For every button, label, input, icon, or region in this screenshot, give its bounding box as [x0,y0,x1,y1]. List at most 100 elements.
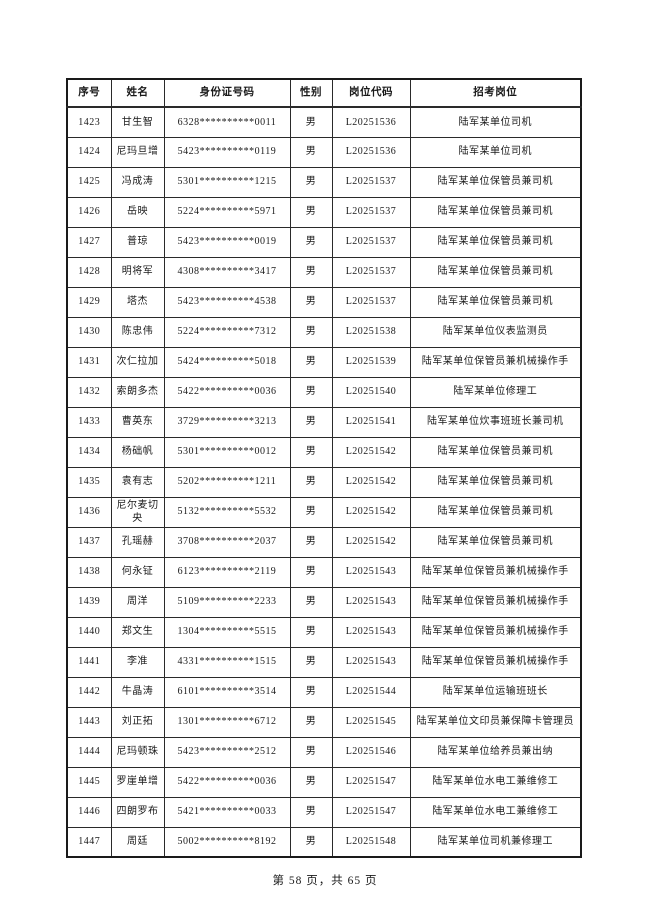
cell-id-number: 3729**********3213 [163,406,291,438]
page-number-footer: 第 58 页，共 65 页 [272,875,378,887]
cell-position: 陆军某单位保管员兼司机 [409,166,582,198]
cell-id-number: 1304**********5515 [163,616,291,648]
cell-name: 尼玛旦增 [110,136,165,168]
cell-job-code: L20251543 [331,646,411,678]
cell-position: 陆军某单位水电工兼维修工 [409,766,582,798]
cell-name: 冯成涛 [110,166,165,198]
table-row: 1436 尼尔麦切央 5132**********5532 男 L2025154… [66,496,582,528]
cell-job-code: L20251536 [331,106,411,138]
cell-name: 塔杰 [110,286,165,318]
table-row: 1437 孔瑶赫 3708**********2037 男 L20251542 … [66,526,582,558]
cell-name: 明将军 [110,256,165,288]
cell-id-number: 5423**********2512 [163,736,291,768]
cell-gender: 男 [289,646,333,678]
cell-id-number: 5423**********0019 [163,226,291,258]
cell-job-code: L20251543 [331,616,411,648]
cell-job-code: L20251537 [331,196,411,228]
table-row: 1438 何永钲 6123**********2119 男 L20251543 … [66,556,582,588]
cell-id-number: 5301**********1215 [163,166,291,198]
table-row: 1434 杨础帆 5301**********0012 男 L20251542 … [66,436,582,468]
cell-name: 陈忠伟 [110,316,165,348]
cell-job-code: L20251542 [331,466,411,498]
table-row: 1446 四朗罗布 5421**********0033 男 L20251547… [66,796,582,828]
cell-gender: 男 [289,826,333,858]
cell-position: 陆军某单位仪表监测员 [409,316,582,348]
cell-gender: 男 [289,376,333,408]
cell-name: 杨础帆 [110,436,165,468]
table-row: 1424 尼玛旦增 5423**********0119 男 L20251536… [66,136,582,168]
cell-gender: 男 [289,316,333,348]
cell-index: 1434 [66,436,112,468]
cell-position: 陆军某单位炊事班班长兼司机 [409,406,582,438]
cell-gender: 男 [289,796,333,828]
cell-id-number: 6328**********0011 [163,106,291,138]
cell-id-number: 5423**********4538 [163,286,291,318]
cell-job-code: L20251547 [331,766,411,798]
cell-id-number: 5224**********5971 [163,196,291,228]
cell-index: 1432 [66,376,112,408]
cell-id-number: 5109**********2233 [163,586,291,618]
cell-gender: 男 [289,676,333,708]
cell-position: 陆军某单位水电工兼维修工 [409,796,582,828]
cell-index: 1435 [66,466,112,498]
cell-gender: 男 [289,556,333,588]
table-row: 1428 明将军 4308**********3417 男 L20251537 … [66,256,582,288]
table-row: 1433 曹英东 3729**********3213 男 L20251541 … [66,406,582,438]
cell-job-code: L20251537 [331,286,411,318]
table-row: 1443 刘正拓 1301**********6712 男 L20251545 … [66,706,582,738]
column-header-index: 序号 [66,78,112,108]
cell-name: 普琼 [110,226,165,258]
cell-gender: 男 [289,736,333,768]
cell-position: 陆军某单位司机 [409,106,582,138]
cell-name: 牛晶涛 [110,676,165,708]
cell-index: 1443 [66,706,112,738]
table-row: 1425 冯成涛 5301**********1215 男 L20251537 … [66,166,582,198]
table-header-row: 序号 姓名 身份证号码 性别 岗位代码 招考岗位 [66,78,582,108]
cell-job-code: L20251537 [331,166,411,198]
column-header-name: 姓名 [110,78,165,108]
cell-job-code: L20251546 [331,736,411,768]
cell-id-number: 5132**********5532 [163,496,291,528]
cell-position: 陆军某单位保管员兼司机 [409,286,582,318]
table-row: 1445 罗崖单增 5422**********0036 男 L20251547… [66,766,582,798]
table-row: 1429 塔杰 5423**********4538 男 L20251537 陆… [66,286,582,318]
cell-id-number: 5202**********1211 [163,466,291,498]
cell-name: 袁有志 [110,466,165,498]
cell-id-number: 5423**********0119 [163,136,291,168]
cell-gender: 男 [289,106,333,138]
table-row: 1431 次仁拉加 5424**********5018 男 L20251539… [66,346,582,378]
cell-index: 1444 [66,736,112,768]
cell-gender: 男 [289,616,333,648]
cell-job-code: L20251544 [331,676,411,708]
cell-index: 1426 [66,196,112,228]
cell-position: 陆军某单位给养员兼出纳 [409,736,582,768]
cell-name: 岳映 [110,196,165,228]
cell-id-number: 5224**********7312 [163,316,291,348]
cell-job-code: L20251542 [331,526,411,558]
column-header-id-number: 身份证号码 [163,78,291,108]
cell-position: 陆军某单位保管员兼司机 [409,196,582,228]
cell-index: 1437 [66,526,112,558]
cell-name: 郑文生 [110,616,165,648]
cell-name: 次仁拉加 [110,346,165,378]
cell-index: 1423 [66,106,112,138]
cell-gender: 男 [289,436,333,468]
cell-name: 甘生智 [110,106,165,138]
cell-index: 1445 [66,766,112,798]
cell-job-code: L20251542 [331,436,411,468]
cell-id-number: 5002**********8192 [163,826,291,858]
cell-position: 陆军某单位保管员兼机械操作手 [409,556,582,588]
cell-id-number: 5422**********0036 [163,766,291,798]
cell-gender: 男 [289,706,333,738]
cell-gender: 男 [289,136,333,168]
cell-index: 1447 [66,826,112,858]
cell-gender: 男 [289,196,333,228]
cell-gender: 男 [289,586,333,618]
cell-position: 陆军某单位保管员兼司机 [409,226,582,258]
table-body: 1423 甘生智 6328**********0011 男 L20251536 … [66,106,582,858]
cell-job-code: L20251543 [331,556,411,588]
cell-name: 曹英东 [110,406,165,438]
table-row: 1426 岳映 5224**********5971 男 L20251537 陆… [66,196,582,228]
cell-gender: 男 [289,226,333,258]
cell-position: 陆军某单位保管员兼司机 [409,466,582,498]
